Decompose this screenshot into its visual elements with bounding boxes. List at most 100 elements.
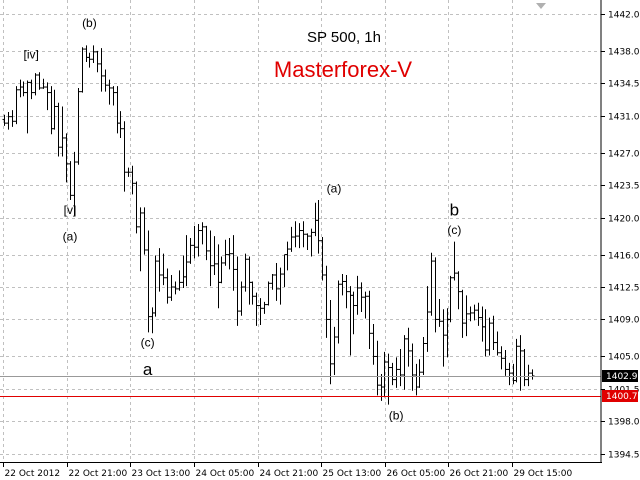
ohlc-bar	[243, 253, 248, 292]
ohlc-bar	[309, 228, 314, 257]
ohlc-bar	[254, 292, 259, 326]
x-tick-label: 22 Oct 21:00	[69, 469, 128, 479]
ohlc-bar	[177, 270, 182, 291]
ohlc-bar	[363, 291, 368, 319]
ohlc-bar	[72, 151, 77, 216]
ohlc-bar	[204, 225, 209, 261]
ohlc-bar	[472, 304, 477, 321]
ohlc-bar	[80, 47, 85, 93]
ohlc-bar	[371, 324, 376, 365]
ohlc-bar	[173, 281, 178, 295]
ohlc-bar	[192, 225, 197, 259]
ohlc-bar	[37, 72, 42, 90]
ohlc-bar	[6, 112, 11, 130]
level-price-tag-text: 1400.7	[606, 392, 638, 402]
ohlc-bar	[305, 233, 310, 250]
ohlc-bar	[266, 281, 271, 306]
ohlc-bar	[410, 343, 415, 391]
ohlc-bar	[118, 111, 123, 138]
ohlc-bar	[355, 275, 360, 315]
scroll-marker-icon[interactable]	[536, 3, 546, 9]
y-tick-label: 1394.5	[608, 451, 640, 461]
ohlc-bar	[351, 291, 356, 335]
ohlc-bar	[107, 79, 112, 105]
ohlc-bar	[165, 268, 170, 304]
ohlc-bar	[64, 133, 69, 183]
ohlc-bar	[184, 235, 189, 287]
ohlc-bar	[208, 230, 213, 287]
ohlc-bar	[417, 359, 422, 388]
ohlc-bar	[25, 80, 30, 134]
y-tick-label: 1423.5	[608, 182, 640, 192]
ohlc-bar	[122, 121, 127, 192]
wave-label: [iv]	[24, 47, 39, 61]
level-price-tag: 1400.7	[602, 390, 638, 402]
ohlc-bar	[169, 274, 174, 301]
ohlc-bar	[522, 349, 527, 387]
x-tick-label: 26 Oct 21:00	[450, 469, 509, 479]
ohlc-bar	[452, 241, 457, 281]
ohlc-bar	[212, 236, 217, 275]
ohlc-bar	[491, 315, 496, 350]
current-price-tag: 1402.9	[602, 370, 638, 382]
ohlc-bar	[487, 317, 492, 356]
ohlc-bar	[499, 346, 504, 370]
ohlc-bar	[111, 86, 116, 106]
x-tick-label: 29 Oct 15:00	[514, 469, 573, 479]
wave-label: (b)	[82, 16, 97, 30]
ohlc-bar	[200, 222, 205, 245]
ohlc-bar	[227, 237, 232, 270]
ohlc-bar	[87, 52, 92, 68]
ohlc-bar	[526, 364, 531, 387]
y-tick-label: 1442.0	[608, 11, 640, 21]
ohlc-bar	[138, 207, 143, 272]
ohlc-bar	[161, 253, 166, 286]
wave-label: b	[450, 201, 459, 220]
ohlc-bar	[503, 349, 508, 376]
ohlc-bar	[476, 302, 481, 326]
y-tick-label: 1431.0	[608, 113, 640, 123]
ohlc-bar	[301, 221, 306, 248]
ohlc-bar	[278, 267, 283, 305]
ohlc-bar	[21, 81, 26, 97]
ohlc-bar	[274, 262, 279, 301]
wave-label: a	[143, 360, 153, 379]
x-tick-label: 26 Oct 05:00	[387, 469, 446, 479]
current-price-tag-text: 1402.9	[606, 372, 638, 382]
ohlc-bar	[52, 89, 57, 130]
ohlc-bar	[285, 241, 290, 271]
x-tick-label: 22 Oct 2012	[5, 469, 61, 479]
wave-label: (b)	[389, 408, 404, 422]
ohlc-bar	[375, 340, 380, 396]
ohlc-bar	[223, 239, 228, 266]
ohlc-bar	[196, 224, 201, 257]
ohlc-bar	[219, 256, 224, 284]
ohlc-bar	[91, 45, 96, 63]
ohlc-bar	[45, 82, 50, 111]
ohlc-bar	[142, 207, 147, 255]
ohlc-bar	[320, 237, 325, 281]
ohlc-bar	[262, 301, 267, 314]
ohlc-bar	[448, 275, 453, 323]
ohlc-bar	[359, 282, 364, 313]
ohlc-bar	[68, 161, 73, 200]
x-tick-label: 23 Oct 13:00	[132, 469, 191, 479]
ohlc-bar	[76, 87, 81, 165]
y-tick-label: 1420.0	[608, 215, 640, 225]
wave-label: (c)	[447, 223, 461, 237]
ohlc-bar	[324, 265, 329, 338]
ohlc-bar	[33, 73, 38, 96]
ohlc-bar	[406, 327, 411, 367]
ohlc-bar	[2, 114, 7, 126]
ohlc-bar	[41, 78, 46, 89]
ohlc-bar	[146, 230, 151, 333]
x-tick-label: 24 Oct 21:00	[260, 469, 319, 479]
ohlc-bar	[464, 295, 469, 337]
ohlc-bar	[394, 357, 399, 388]
ohlc-bar	[468, 306, 473, 322]
ohlc-bar	[495, 331, 500, 356]
y-tick-label: 1398.0	[608, 418, 640, 428]
price-tags: 1402.9 1400.7	[602, 370, 638, 402]
ohlc-bar	[103, 69, 108, 92]
